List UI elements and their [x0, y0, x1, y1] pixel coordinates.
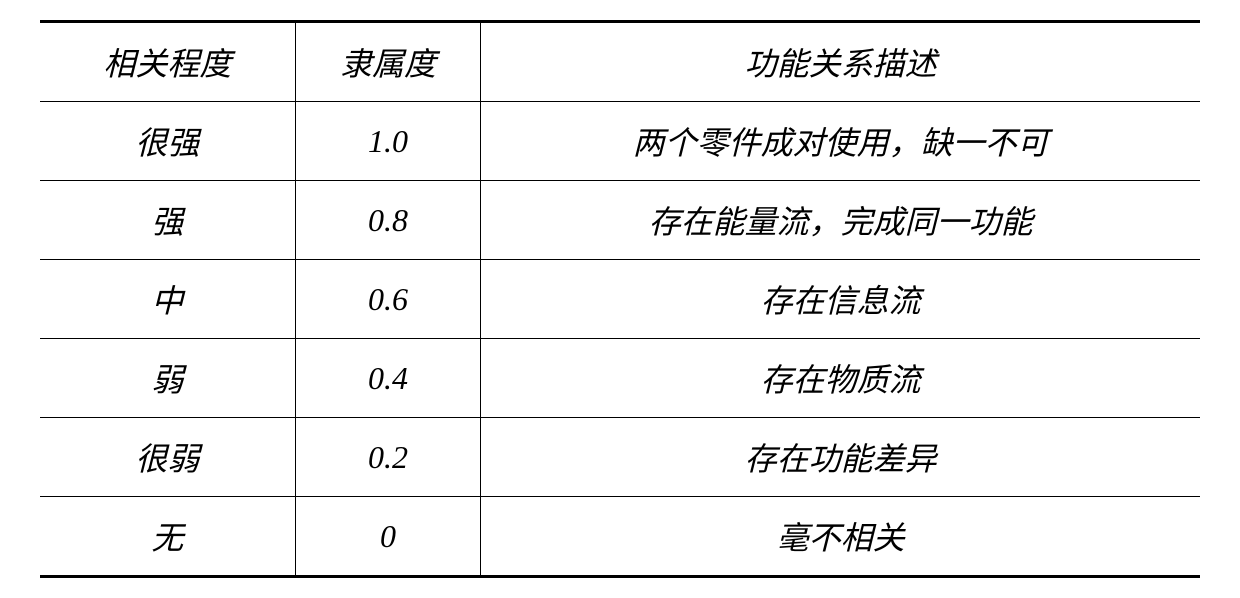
- cell-degree: 无: [40, 497, 295, 577]
- col-header-description: 功能关系描述: [481, 22, 1200, 102]
- table-container: 相关程度 隶属度 功能关系描述 很强 1.0 两个零件成对使用，缺一不可 强 0…: [0, 0, 1240, 598]
- cell-description: 存在功能差异: [481, 418, 1200, 497]
- cell-degree: 很强: [40, 102, 295, 181]
- cell-description: 毫不相关: [481, 497, 1200, 577]
- cell-degree: 弱: [40, 339, 295, 418]
- cell-membership: 0: [295, 497, 481, 577]
- cell-membership: 0.2: [295, 418, 481, 497]
- cell-membership: 1.0: [295, 102, 481, 181]
- table-row: 强 0.8 存在能量流，完成同一功能: [40, 181, 1200, 260]
- col-header-degree: 相关程度: [40, 22, 295, 102]
- col-header-membership: 隶属度: [295, 22, 481, 102]
- table-row: 很弱 0.2 存在功能差异: [40, 418, 1200, 497]
- table-row: 弱 0.4 存在物质流: [40, 339, 1200, 418]
- cell-description: 两个零件成对使用，缺一不可: [481, 102, 1200, 181]
- cell-degree: 很弱: [40, 418, 295, 497]
- table-header-row: 相关程度 隶属度 功能关系描述: [40, 22, 1200, 102]
- cell-description: 存在物质流: [481, 339, 1200, 418]
- cell-description: 存在信息流: [481, 260, 1200, 339]
- table-row: 很强 1.0 两个零件成对使用，缺一不可: [40, 102, 1200, 181]
- cell-membership: 0.6: [295, 260, 481, 339]
- table-row: 无 0 毫不相关: [40, 497, 1200, 577]
- cell-degree: 强: [40, 181, 295, 260]
- cell-membership: 0.8: [295, 181, 481, 260]
- cell-membership: 0.4: [295, 339, 481, 418]
- cell-description: 存在能量流，完成同一功能: [481, 181, 1200, 260]
- table-row: 中 0.6 存在信息流: [40, 260, 1200, 339]
- cell-degree: 中: [40, 260, 295, 339]
- relation-table: 相关程度 隶属度 功能关系描述 很强 1.0 两个零件成对使用，缺一不可 强 0…: [40, 20, 1200, 578]
